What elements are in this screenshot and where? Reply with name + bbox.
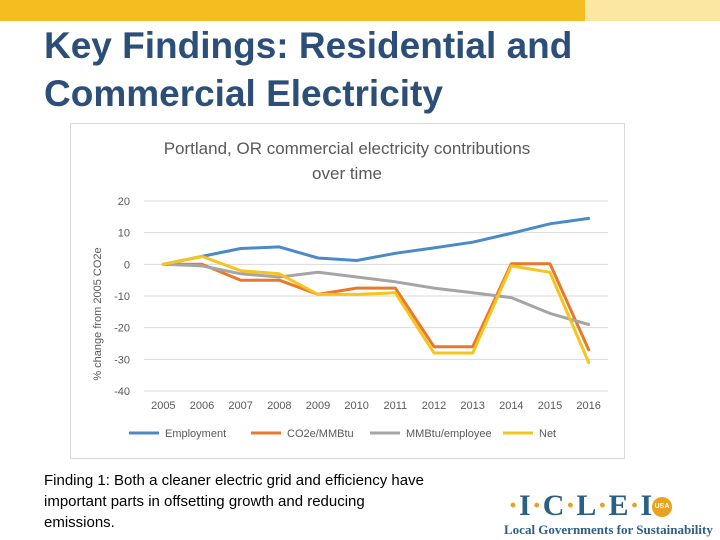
chart-frame: Portland, OR commercial electricity cont… bbox=[70, 123, 625, 459]
logo-letter: C bbox=[542, 489, 566, 522]
x-tick-label: 2007 bbox=[228, 400, 252, 412]
iclei-wordmark: ·I·C·L·E·I bbox=[508, 489, 654, 522]
chart-title-line: over time bbox=[312, 164, 382, 183]
y-tick-label: -40 bbox=[114, 386, 130, 398]
legend-label: CO2e/MMBtu bbox=[287, 428, 354, 440]
caption-line-3: emissions. bbox=[44, 514, 115, 531]
x-tick-label: 2005 bbox=[151, 400, 175, 412]
y-tick-label: 10 bbox=[118, 228, 130, 240]
chart-title-line: Portland, OR commercial electricity cont… bbox=[164, 139, 531, 158]
y-tick-label: -20 bbox=[114, 323, 130, 335]
logo-letter: I bbox=[519, 489, 532, 522]
y-tick-label: -10 bbox=[114, 291, 130, 303]
y-tick-label: 0 bbox=[124, 259, 130, 271]
iclei-logo: ·I·C·L·E·I USA Local Governments for Sus… bbox=[500, 490, 715, 538]
x-tick-label: 2011 bbox=[384, 400, 408, 412]
x-tick-label: 2012 bbox=[422, 400, 446, 412]
x-tick-label: 2010 bbox=[344, 400, 368, 412]
x-tick-label: 2006 bbox=[190, 400, 214, 412]
legend-label: Employment bbox=[165, 428, 226, 440]
x-tick-label: 2009 bbox=[306, 400, 330, 412]
x-tick-label: 2016 bbox=[576, 400, 600, 412]
finding-caption: Finding 1: Both a cleaner electric grid … bbox=[44, 470, 504, 533]
legend-label: MMBtu/employee bbox=[406, 428, 492, 440]
line-chart: Portland, OR commercial electricity cont… bbox=[92, 139, 608, 440]
logo-letter: I bbox=[640, 489, 654, 522]
x-tick-label: 2015 bbox=[538, 400, 562, 412]
slide-title: Key Findings: Residential and Commercial… bbox=[44, 22, 684, 118]
logo-letter: L bbox=[576, 489, 598, 522]
caption-line-1: Finding 1: Both a cleaner electric grid … bbox=[44, 472, 424, 489]
y-tick-label: 20 bbox=[118, 196, 130, 208]
top-accent-bar-light bbox=[585, 0, 720, 21]
y-tick-label: -30 bbox=[114, 354, 130, 366]
caption-line-2: important parts in offsetting growth and… bbox=[44, 493, 365, 510]
series-line-4 bbox=[161, 254, 591, 364]
x-tick-label: 2014 bbox=[499, 400, 523, 412]
logo-letter: E bbox=[608, 489, 630, 522]
legend-label: Net bbox=[539, 428, 556, 440]
series-line-3 bbox=[161, 262, 591, 326]
series-line-1 bbox=[161, 216, 591, 266]
x-tick-label: 2008 bbox=[267, 400, 291, 412]
series-line-2 bbox=[161, 262, 591, 352]
x-tick-label: 2013 bbox=[460, 400, 484, 412]
slide-title-line-1: Key Findings: Residential and bbox=[44, 25, 573, 66]
slide-title-line-2: Commercial Electricity bbox=[44, 73, 443, 114]
y-axis-label: % change from 2005 CO2e bbox=[92, 247, 104, 380]
usa-badge: USA bbox=[652, 497, 672, 517]
logo-tagline: Local Governments for Sustainability bbox=[504, 522, 713, 537]
top-accent-bar bbox=[0, 0, 585, 21]
